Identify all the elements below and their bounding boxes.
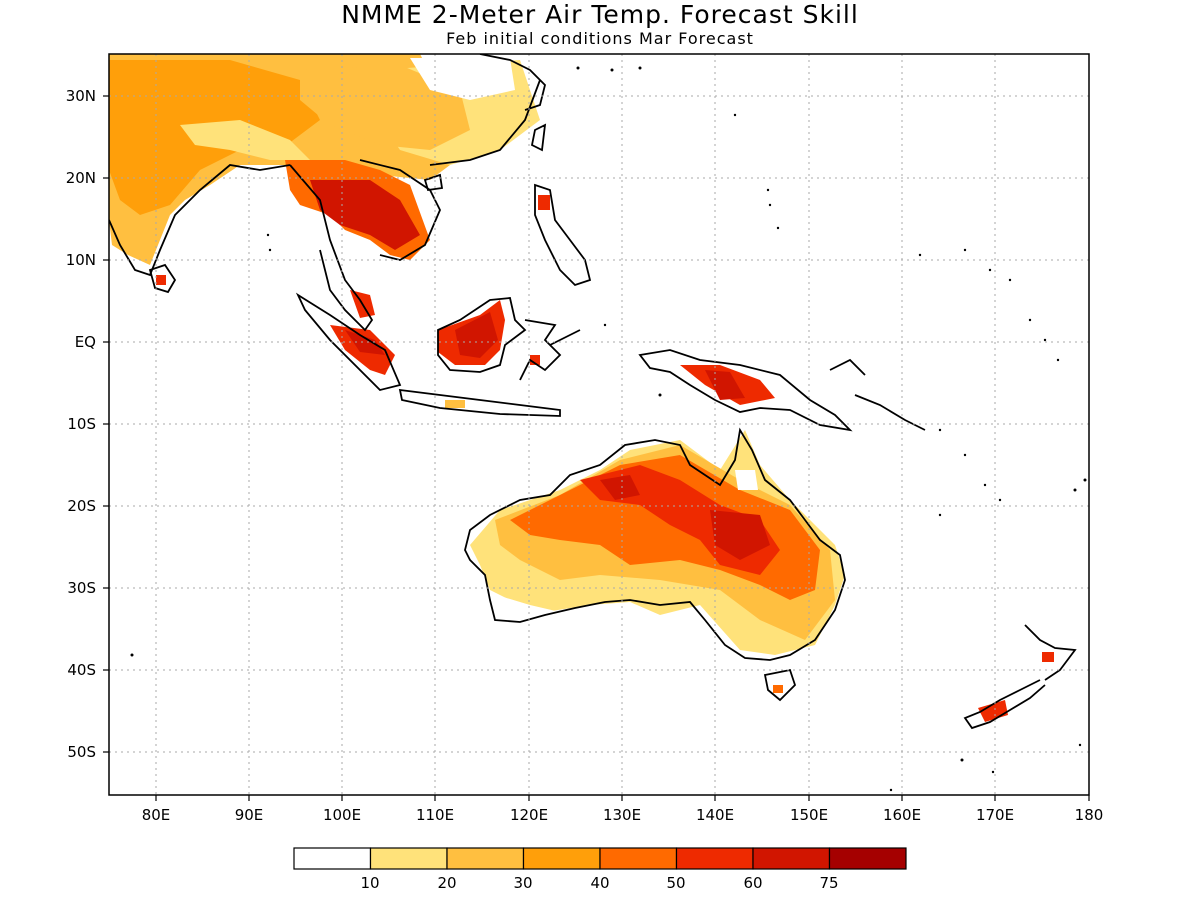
skill-region-philippines bbox=[538, 195, 550, 210]
coastline-tasmania bbox=[763, 668, 797, 702]
skill-region-nz-north bbox=[1042, 652, 1054, 662]
colorbar-label-60: 60 bbox=[743, 874, 762, 892]
colorbar-label-50: 50 bbox=[666, 874, 685, 892]
lon-label-90e: 90E bbox=[235, 806, 264, 824]
tick-marks bbox=[103, 95, 1090, 801]
colorbar-label-20: 20 bbox=[437, 874, 456, 892]
lat-label-20n: 20N bbox=[66, 169, 96, 187]
lon-label-140e: 140E bbox=[696, 806, 734, 824]
lat-label-50s: 50S bbox=[67, 743, 96, 761]
lon-label-180: 180 bbox=[1075, 806, 1104, 824]
coastline-australia bbox=[464, 427, 846, 661]
coastline-borneo bbox=[437, 297, 527, 373]
skill-region-australia-peak bbox=[600, 475, 770, 560]
skill-shading bbox=[109, 54, 1054, 722]
lat-label-30s: 30S bbox=[67, 579, 96, 597]
coastline-indochina bbox=[289, 79, 541, 332]
lat-label-10n: 10N bbox=[66, 251, 96, 269]
coastline-philippines bbox=[534, 183, 592, 287]
colorbar-label-40: 40 bbox=[590, 874, 609, 892]
coastline-india bbox=[109, 164, 291, 277]
lat-label-30n: 30N bbox=[66, 87, 96, 105]
lon-label-120e: 120E bbox=[510, 806, 548, 824]
skill-region-indochina-core bbox=[310, 180, 420, 250]
colorbar-swatch-0 bbox=[293, 847, 372, 870]
colorbar-label-30: 30 bbox=[513, 874, 532, 892]
coastline-solomons bbox=[829, 358, 926, 431]
skill-region-tasmania bbox=[773, 685, 783, 693]
skill-region-tibet bbox=[180, 120, 310, 160]
colorbar-swatch-3 bbox=[522, 847, 601, 870]
skill-region-sri-lanka bbox=[156, 275, 166, 285]
lon-label-160e: 160E bbox=[883, 806, 921, 824]
islands bbox=[130, 66, 1087, 792]
colorbar-swatch-2 bbox=[446, 847, 525, 870]
map-frame bbox=[108, 53, 1090, 796]
colorbar bbox=[293, 847, 907, 870]
lon-label-110e: 110E bbox=[416, 806, 454, 824]
colorbar-swatch-4 bbox=[599, 847, 678, 870]
colorbar-swatch-5 bbox=[675, 847, 754, 870]
colorbar-swatch-1 bbox=[369, 847, 448, 870]
colorbar-label-75: 75 bbox=[819, 874, 838, 892]
map-title: NMME 2-Meter Air Temp. Forecast Skill bbox=[341, 0, 859, 29]
lon-label-130e: 130E bbox=[603, 806, 641, 824]
coastline-sri-lanka bbox=[148, 263, 177, 294]
coastline-new-zealand bbox=[963, 624, 1077, 730]
colorbar-swatch-6 bbox=[752, 847, 831, 870]
lon-label-150e: 150E bbox=[790, 806, 828, 824]
coastline-north-china bbox=[479, 54, 546, 111]
lat-label-eq: EQ bbox=[75, 333, 96, 351]
skill-region-australia-white bbox=[480, 470, 758, 618]
skill-region-java bbox=[445, 400, 465, 408]
lat-label-10s: 10S bbox=[67, 415, 96, 433]
skill-region-borneo-core bbox=[455, 312, 498, 358]
colorbar-swatch-7 bbox=[828, 847, 907, 870]
lon-label-80e: 80E bbox=[142, 806, 171, 824]
map-subtitle: Feb initial conditions Mar Forecast bbox=[446, 29, 754, 48]
coastline-java bbox=[398, 388, 561, 417]
skill-region-china-white bbox=[410, 58, 515, 100]
coastline-hainan-taiwan bbox=[423, 123, 547, 192]
skill-region-sumatra-core bbox=[345, 330, 385, 355]
lon-label-170e: 170E bbox=[976, 806, 1014, 824]
skill-region-new-guinea-core bbox=[705, 370, 745, 400]
coastline-sumatra bbox=[295, 292, 402, 391]
coastline-new-guinea bbox=[638, 349, 853, 432]
coastlines bbox=[109, 54, 1077, 730]
coastline-sulawesi bbox=[519, 319, 581, 381]
graticule bbox=[109, 54, 1089, 795]
colorbar-label-10: 10 bbox=[360, 874, 379, 892]
lat-label-20s: 20S bbox=[67, 497, 96, 515]
skill-region-china-core bbox=[300, 65, 470, 150]
lon-label-100e: 100E bbox=[323, 806, 361, 824]
lat-label-40s: 40S bbox=[67, 661, 96, 679]
